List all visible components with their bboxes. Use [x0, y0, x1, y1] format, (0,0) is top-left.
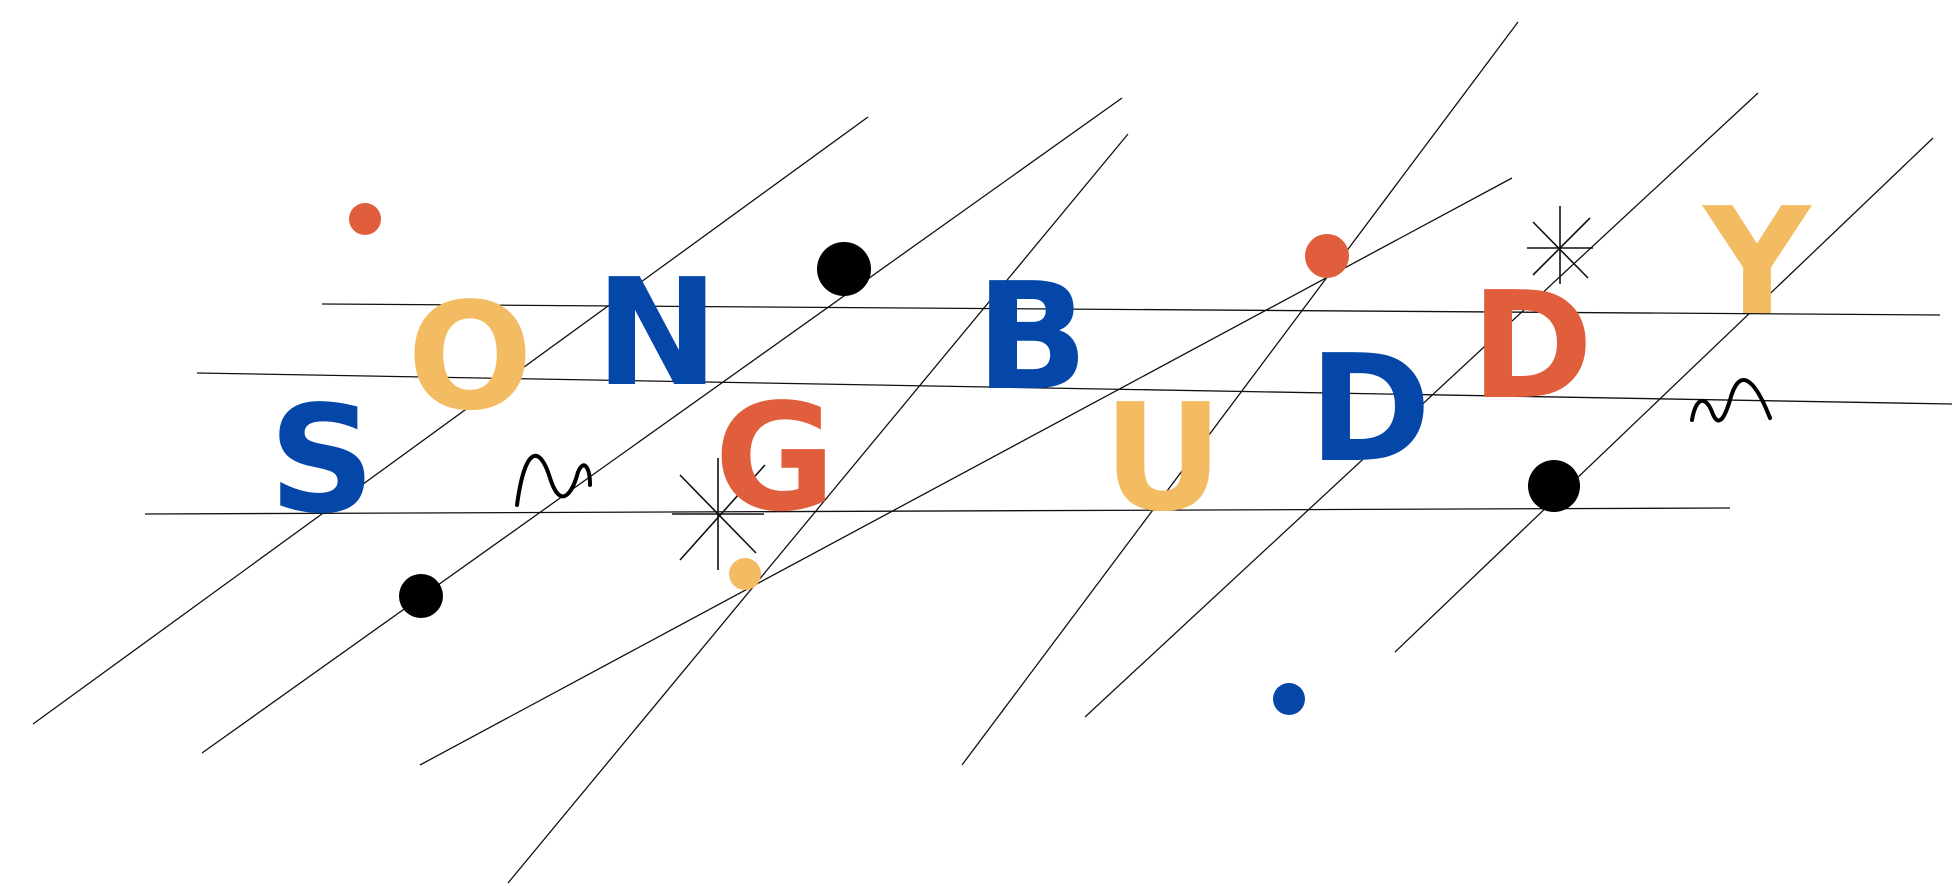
logo-letter-b: B: [976, 251, 1089, 423]
star-burst-icon: [1527, 206, 1593, 284]
dot-icon: [817, 242, 871, 296]
dot-icon: [1528, 460, 1580, 512]
logo-letter-y: Y: [1701, 176, 1812, 348]
dots: [349, 203, 1580, 715]
diagonal-line: [32, 116, 869, 725]
horizontal-line-top: [321, 303, 1941, 316]
dot-icon: [1273, 683, 1305, 715]
diagonal-line: [201, 97, 1123, 754]
diagonal-line: [961, 21, 1519, 766]
logo-wordmark: S O N G B U D D Y: [269, 176, 1813, 546]
dot-icon: [729, 558, 761, 590]
logo-letter-d-second: D: [1471, 260, 1594, 432]
logo-letter-o: O: [407, 271, 533, 443]
dot-icon: [349, 203, 381, 235]
squiggle-icon: [1690, 378, 1772, 423]
squiggle-icon: [515, 454, 592, 507]
diagonal-line: [507, 133, 1129, 884]
dot-icon: [1305, 234, 1349, 278]
logo-letter-s: S: [269, 374, 376, 546]
star-burst-icon: [672, 458, 766, 570]
logo-letter-n: N: [595, 247, 719, 419]
logo-letter-u: U: [1103, 372, 1223, 544]
diagonal-line: [1084, 92, 1759, 718]
logo-letter-g: G: [714, 372, 835, 544]
logo-letter-d-first: D: [1309, 323, 1432, 495]
diagonal-line: [1394, 137, 1934, 653]
guide-lines: [32, 21, 1953, 884]
horizontal-line-bottom: [144, 507, 1731, 515]
dot-icon: [399, 574, 443, 618]
